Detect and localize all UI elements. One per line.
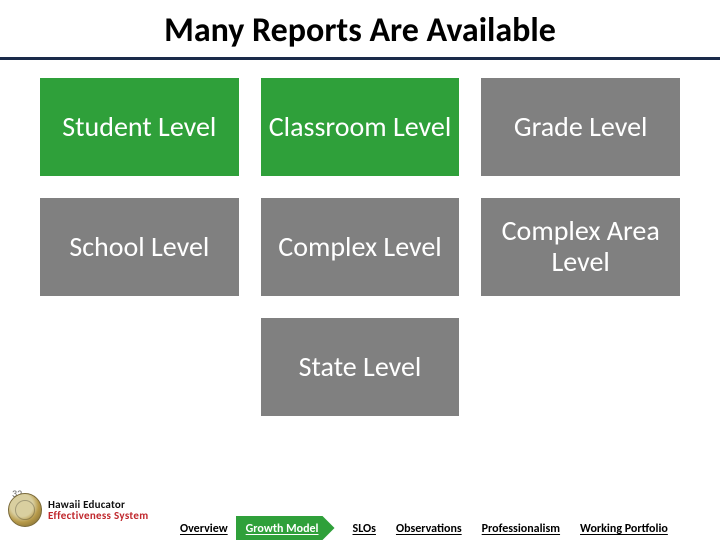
- nav-professionalism[interactable]: Professionalism: [472, 516, 570, 540]
- nav-growth-model[interactable]: Growth Model: [236, 516, 335, 540]
- tile-label: Complex Level: [278, 232, 441, 263]
- tile-state-level[interactable]: State Level: [261, 318, 460, 416]
- tile-spacer: [40, 318, 239, 416]
- nav-overview[interactable]: Overview: [170, 516, 238, 540]
- slide: Many Reports Are Available Student Level…: [0, 0, 720, 540]
- grid-row-2: School Level Complex Level Complex Area …: [40, 198, 680, 296]
- tile-grade-level[interactable]: Grade Level: [481, 78, 680, 176]
- tile-label: School Level: [69, 232, 209, 263]
- footer: Hawaii Educator Effectiveness System Ove…: [0, 480, 720, 540]
- nav-slos[interactable]: SLOs: [343, 516, 386, 540]
- tile-label: State Level: [299, 352, 422, 383]
- tile-student-level[interactable]: Student Level: [40, 78, 239, 176]
- logo: Hawaii Educator Effectiveness System: [0, 493, 170, 527]
- tile-label: Complex Area Level: [487, 216, 674, 278]
- nav-working-portfolio[interactable]: Working Portfolio: [570, 516, 678, 540]
- tile-classroom-level[interactable]: Classroom Level: [261, 78, 460, 176]
- page-title: Many Reports Are Available: [0, 10, 720, 51]
- tile-complex-area-level[interactable]: Complex Area Level: [481, 198, 680, 296]
- tile-label: Student Level: [62, 112, 216, 143]
- tile-school-level[interactable]: School Level: [40, 198, 239, 296]
- grid-row-1: Student Level Classroom Level Grade Leve…: [40, 78, 680, 176]
- logo-line2: Effectiveness System: [48, 510, 148, 521]
- nav-observations[interactable]: Observations: [386, 516, 472, 540]
- tile-complex-level[interactable]: Complex Level: [261, 198, 460, 296]
- tile-label: Grade Level: [514, 112, 648, 143]
- logo-text: Hawaii Educator Effectiveness System: [48, 499, 148, 521]
- tile-label: Classroom Level: [269, 112, 452, 143]
- tile-spacer: [481, 318, 680, 416]
- grid-row-3: State Level: [40, 318, 680, 416]
- nav-bar: Overview Growth Model SLOs Observations …: [170, 480, 720, 540]
- report-grid: Student Level Classroom Level Grade Leve…: [0, 60, 720, 540]
- seal-icon: [8, 493, 42, 527]
- title-bar: Many Reports Are Available: [0, 0, 720, 60]
